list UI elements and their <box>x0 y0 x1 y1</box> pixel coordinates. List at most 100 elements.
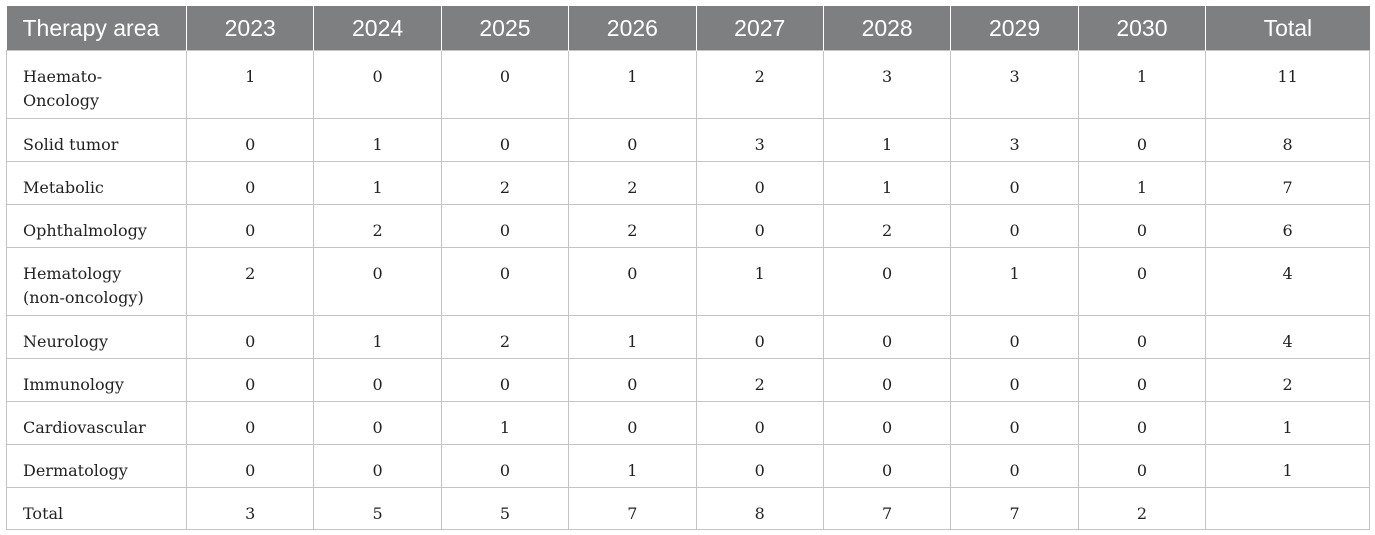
value-cell: 0 <box>440 247 570 316</box>
header-2025: 2025 <box>441 6 570 51</box>
value-cell: 0 <box>695 315 824 359</box>
value-cell: 0 <box>185 161 315 205</box>
header-2030: 2030 <box>1078 6 1207 51</box>
value-cell: 2 <box>313 204 442 248</box>
header-2029: 2029 <box>950 6 1079 51</box>
value-cell: 0 <box>185 315 315 359</box>
therapy-area-cell: Ophthalmology <box>6 204 187 248</box>
value-cell: 3 <box>950 118 1079 162</box>
table-row: Dermatology 0 0 0 1 0 0 0 0 1 <box>6 444 1371 488</box>
therapy-area-cell: Metabolic <box>6 161 187 205</box>
value-cell: 0 <box>440 358 570 402</box>
value-cell: 2 <box>185 247 315 316</box>
total-cell: 7 <box>1205 161 1371 205</box>
table-row: Cardiovascular 0 0 1 0 0 0 0 0 1 <box>6 401 1371 445</box>
table-row: Immunology 0 0 0 0 2 0 0 0 2 <box>6 358 1371 402</box>
value-cell: 5 <box>440 487 570 530</box>
value-cell: 0 <box>440 50 570 119</box>
value-cell: 0 <box>313 50 442 119</box>
table-body: Haemato- Oncology 1 0 0 1 2 3 3 1 11 Solid tumor 0 1… <box>6 50 1371 530</box>
value-cell: 0 <box>695 161 824 205</box>
value-cell: 2 <box>440 315 570 359</box>
total-cell: 11 <box>1205 50 1371 119</box>
therapy-area-cell: Haemato- Oncology <box>6 50 187 119</box>
value-cell: 8 <box>695 487 824 530</box>
value-cell: 0 <box>313 247 442 316</box>
value-cell: 1 <box>440 401 570 445</box>
value-cell: 1 <box>1077 50 1207 119</box>
value-cell: 0 <box>695 444 824 488</box>
header-2028: 2028 <box>823 6 952 51</box>
value-cell: 0 <box>822 444 952 488</box>
total-cell <box>1205 487 1371 530</box>
value-cell: 0 <box>1077 401 1207 445</box>
value-cell: 2 <box>822 204 952 248</box>
therapy-area-cell: Immunology <box>6 358 187 402</box>
value-cell: 1 <box>568 444 697 488</box>
value-cell: 0 <box>950 315 1079 359</box>
table-row: Hematology (non-oncology) 2 0 0 0 1 0 1 0 4 <box>6 247 1371 316</box>
therapy-area-cell: Neurology <box>6 315 187 359</box>
table-row: Haemato- Oncology 1 0 0 1 2 3 3 1 11 <box>6 50 1371 119</box>
value-cell: 7 <box>950 487 1079 530</box>
value-cell: 2 <box>568 204 697 248</box>
value-cell: 7 <box>568 487 697 530</box>
header-row: Therapy area 2023 2024 2025 2026 2027 20… <box>6 6 1370 51</box>
therapy-area-cell: Dermatology <box>6 444 187 488</box>
value-cell: 0 <box>185 444 315 488</box>
table-row: Metabolic 0 1 2 2 0 1 0 1 7 <box>6 161 1371 205</box>
value-cell: 0 <box>440 118 570 162</box>
therapy-area-table: Therapy area 2023 2024 2025 2026 2027 20… <box>6 6 1371 530</box>
value-cell: 0 <box>568 358 697 402</box>
value-cell: 1 <box>822 161 952 205</box>
value-cell: 0 <box>440 444 570 488</box>
header-total: Total <box>1205 6 1370 51</box>
value-cell: 1 <box>695 247 824 316</box>
value-cell: 2 <box>568 161 697 205</box>
header-2023: 2023 <box>186 6 315 51</box>
value-cell: 0 <box>950 358 1079 402</box>
value-cell: 0 <box>185 204 315 248</box>
value-cell: 0 <box>568 247 697 316</box>
value-cell: 0 <box>1077 444 1207 488</box>
total-row: Total 3 5 5 7 8 7 7 2 <box>6 487 1371 530</box>
value-cell: 1 <box>313 161 442 205</box>
table-row: Neurology 0 1 2 1 0 0 0 0 4 <box>6 315 1371 359</box>
value-cell: 0 <box>185 401 315 445</box>
value-cell: 1 <box>313 118 442 162</box>
value-cell: 0 <box>1077 358 1207 402</box>
value-cell: 1 <box>822 118 952 162</box>
value-cell: 0 <box>695 401 824 445</box>
total-cell: 1 <box>1205 444 1371 488</box>
total-cell: 1 <box>1205 401 1371 445</box>
value-cell: 0 <box>313 401 442 445</box>
value-cell: 5 <box>313 487 442 530</box>
header-therapy-area: Therapy area <box>6 6 187 51</box>
header-2026: 2026 <box>568 6 697 51</box>
value-cell: 0 <box>950 161 1079 205</box>
value-cell: 0 <box>568 401 697 445</box>
value-cell: 0 <box>822 247 952 316</box>
value-cell: 0 <box>950 204 1079 248</box>
total-cell: 4 <box>1205 315 1371 359</box>
value-cell: 0 <box>950 444 1079 488</box>
total-cell: 2 <box>1205 358 1371 402</box>
value-cell: 2 <box>1077 487 1207 530</box>
value-cell: 0 <box>1077 247 1207 316</box>
therapy-area-cell: Hematology (non-oncology) <box>6 247 187 316</box>
value-cell: 0 <box>440 204 570 248</box>
total-cell: 8 <box>1205 118 1371 162</box>
value-cell: 0 <box>1077 315 1207 359</box>
value-cell: 3 <box>822 50 952 119</box>
value-cell: 0 <box>313 444 442 488</box>
value-cell: 2 <box>440 161 570 205</box>
value-cell: 2 <box>695 50 824 119</box>
value-cell: 7 <box>822 487 952 530</box>
value-cell: 1 <box>568 315 697 359</box>
value-cell: 1 <box>568 50 697 119</box>
value-cell: 0 <box>1077 204 1207 248</box>
value-cell: 1 <box>185 50 315 119</box>
value-cell: 0 <box>185 358 315 402</box>
value-cell: 0 <box>313 358 442 402</box>
